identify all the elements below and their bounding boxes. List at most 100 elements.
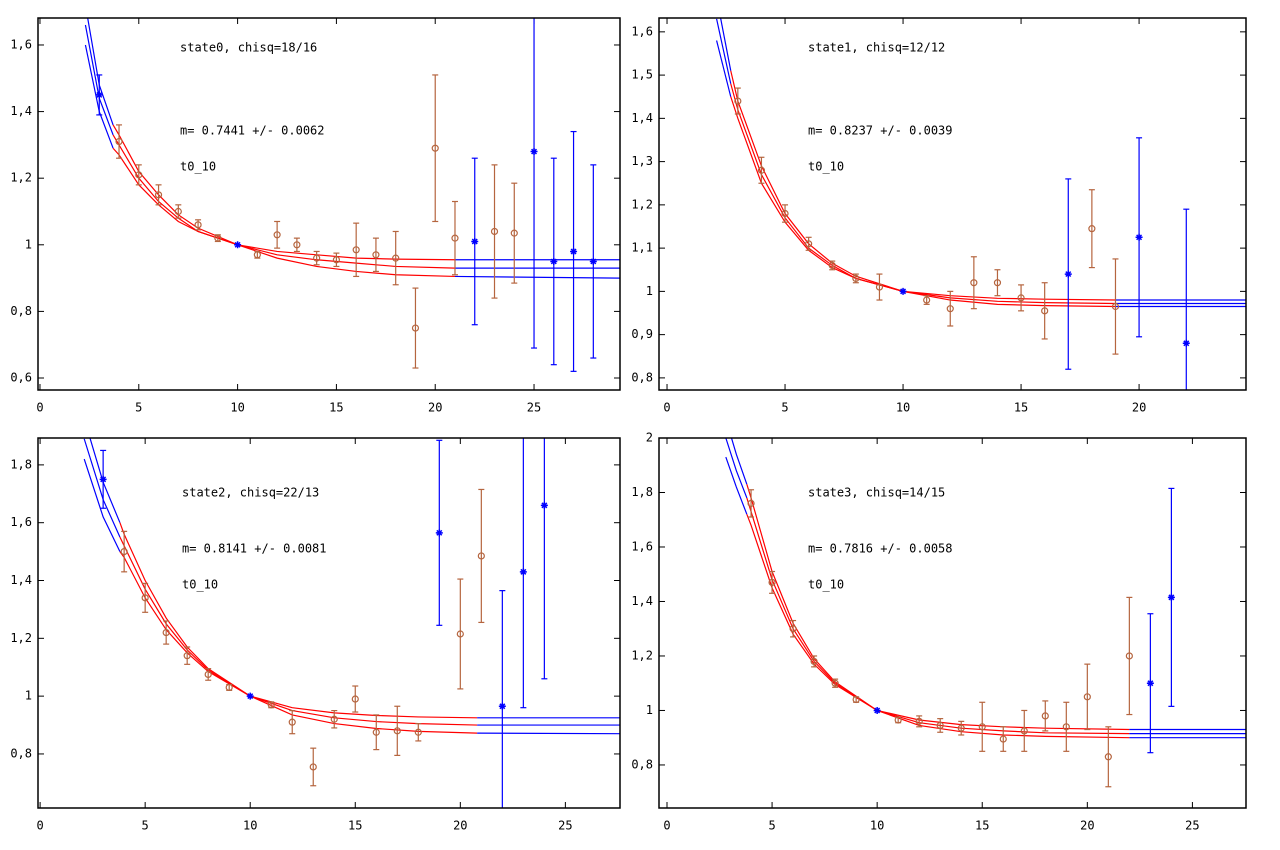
error-bar (274, 220, 281, 249)
point (194, 221, 202, 229)
point (831, 679, 839, 687)
error-bar (412, 287, 419, 369)
y-tick-label: 1,1 (631, 241, 653, 255)
plot-area (716, 18, 1246, 390)
point (805, 240, 813, 248)
x-tick-label: 5 (135, 401, 142, 415)
error-bar (372, 237, 379, 273)
point (1125, 652, 1133, 660)
y-tick-label: 0,8 (631, 757, 653, 771)
x-tick-label: 10 (230, 401, 244, 415)
point (490, 227, 499, 236)
point (899, 287, 907, 295)
y-tick-label: 0,8 (631, 370, 653, 384)
point (810, 657, 818, 666)
point (451, 234, 459, 242)
point (768, 578, 776, 587)
y-tick-label: 1 (25, 689, 32, 703)
plot-area (725, 438, 1246, 788)
point (1064, 270, 1072, 278)
y-tick-label: 2 (646, 431, 653, 445)
error-bar (313, 250, 320, 266)
fit-curve (477, 732, 620, 735)
error-bar (1105, 726, 1112, 788)
point (1041, 712, 1049, 720)
x-tick-label: 5 (142, 819, 149, 833)
plot-frame (658, 437, 1247, 809)
point (313, 254, 321, 262)
error-bar (457, 578, 464, 690)
point (99, 475, 107, 483)
error-bar (511, 182, 518, 284)
error-bar (116, 124, 123, 159)
fit-curve (83, 438, 121, 538)
error-bar (758, 156, 765, 184)
point (999, 735, 1007, 743)
point (781, 209, 789, 218)
error-bar (1112, 258, 1119, 355)
point (309, 763, 317, 771)
y-tick-label: 0,9 (631, 327, 653, 341)
point (372, 251, 380, 259)
error-bar (1041, 282, 1048, 340)
error-bar (1063, 701, 1070, 752)
y-tick-label: 1,6 (631, 539, 653, 553)
point (498, 702, 506, 710)
error-bar (142, 582, 149, 613)
plot-area (84, 18, 620, 372)
error-bar (451, 200, 458, 276)
point (757, 166, 766, 174)
point (1146, 679, 1154, 687)
fit-curve (725, 456, 748, 515)
error-bar (205, 668, 212, 681)
annotation: t0_10 (808, 160, 844, 174)
annotation: t0_10 (182, 578, 218, 592)
point (510, 229, 518, 237)
x-tick-label: 20 (428, 401, 442, 415)
point (1083, 693, 1091, 701)
x-tick-label: 10 (243, 819, 257, 833)
point (1111, 302, 1120, 311)
point (550, 257, 558, 265)
error-bar (1000, 726, 1007, 752)
annotation: t0_10 (180, 160, 216, 174)
x-tick-label: 15 (1014, 401, 1028, 415)
point (234, 241, 242, 249)
fit-curve (454, 275, 620, 279)
annotation: m= 0.7441 +/- 0.0062 (180, 124, 325, 138)
error-bar (293, 237, 300, 253)
point (734, 97, 742, 105)
point (1182, 339, 1190, 347)
fit-curve (716, 40, 732, 97)
error-bar (394, 705, 401, 756)
error-bar (876, 273, 883, 301)
point (246, 692, 254, 700)
error-bar (491, 164, 498, 299)
x-tick-label: 0 (663, 819, 670, 833)
point (1017, 294, 1025, 302)
point (1041, 307, 1049, 315)
point (435, 529, 443, 537)
fit-curve (83, 458, 121, 552)
error-bar (310, 747, 317, 787)
point (477, 552, 485, 560)
point (267, 701, 275, 709)
point (225, 683, 233, 692)
y-tick-label: 1,6 (10, 37, 32, 51)
error-bar (331, 709, 338, 729)
point (946, 305, 954, 313)
x-tick-label: 25 (1185, 819, 1199, 833)
x-tick-label: 5 (768, 819, 775, 833)
x-tick-label: 15 (329, 401, 343, 415)
point (273, 231, 281, 239)
y-tick-label: 1,2 (10, 171, 32, 185)
error-bar (289, 709, 296, 735)
panel: 0 5 10 15 20 0,8 0,9 1 1,1 1,2 1,3 1,4 1,5 1,6 state1,… (631, 17, 1247, 415)
point (332, 256, 341, 264)
fit-curve (716, 18, 732, 84)
error-bar (175, 204, 182, 219)
annotation: m= 0.8141 +/- 0.0081 (182, 542, 327, 556)
plot-frame (658, 17, 1247, 391)
error-bar (748, 489, 755, 518)
